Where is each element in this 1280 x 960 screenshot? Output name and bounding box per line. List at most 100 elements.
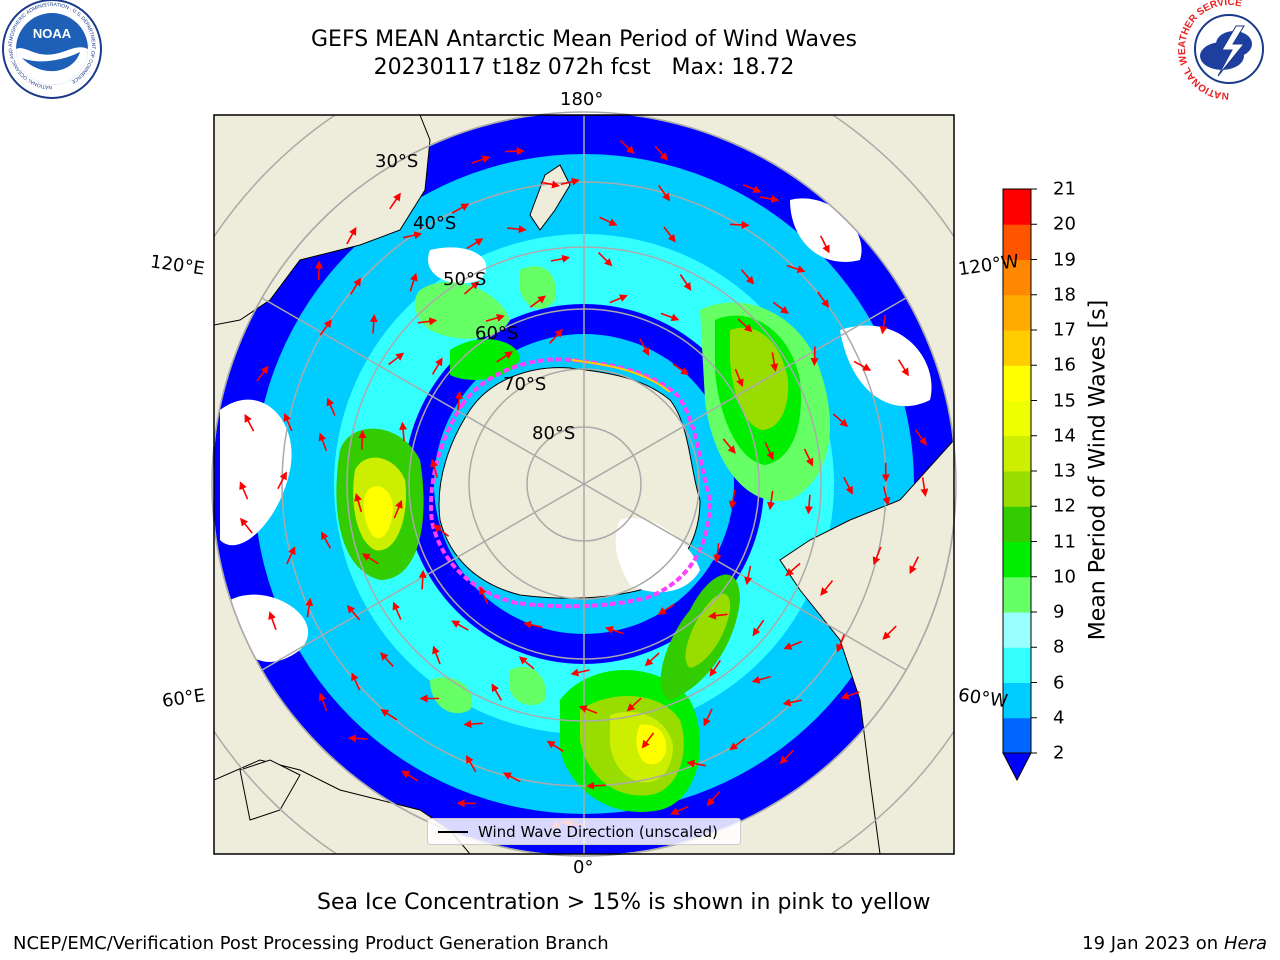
wave-direction-arrow (644, 652, 660, 667)
wave-direction-arrow (346, 604, 361, 621)
wave-direction-arrow (786, 264, 806, 273)
wave-direction-arrow (619, 140, 635, 154)
wave-direction-arrow (703, 708, 713, 727)
wave-direction-arrow (843, 476, 853, 495)
wave-direction-arrow (286, 546, 296, 565)
wave-direction-arrow (361, 553, 379, 565)
colorbar-tick-label: 17 (1053, 319, 1076, 341)
wave-direction-arrow (491, 683, 502, 701)
colorbar-tick-label: 21 (1053, 178, 1076, 200)
new-zealand (529, 164, 571, 231)
map-frame-border (213, 114, 955, 855)
wave-direction-arrow (770, 352, 779, 372)
legend-label: Wind Wave Direction (unscaled) (478, 823, 718, 841)
colorbar-segment (1003, 365, 1031, 401)
madagascar (239, 759, 301, 821)
wave-direction-arrow (277, 471, 287, 490)
wave-direction-arrow (722, 438, 736, 454)
wave-direction-arrow (455, 390, 464, 411)
wave-direction-arrow (836, 634, 846, 653)
wave-direction-arrow (433, 524, 450, 537)
wave-direction-arrow (485, 314, 505, 322)
wave-direction-arrow (832, 413, 849, 427)
colorbar-segment (1003, 435, 1031, 472)
wave-direction-arrow (920, 477, 929, 497)
lon-label-180: 180° (560, 89, 604, 110)
wave-direction-arrow (597, 252, 613, 267)
lat-label-50s: 50°S (443, 269, 487, 290)
colorbar-tick-label: 12 (1053, 495, 1076, 517)
wave-direction-arrow (670, 805, 689, 815)
wave-direction-arrow (268, 611, 277, 630)
map-legend: Wind Wave Direction (unscaled) (427, 818, 741, 845)
wave-direction-arrow (840, 691, 860, 700)
wave-direction-arrow (529, 295, 546, 308)
wave-direction-arrow (729, 737, 746, 751)
colorbar-segment (1003, 541, 1031, 578)
colorbar-title: Mean Period of Wind Waves [s] (1085, 299, 1111, 641)
wave-direction-arrow (660, 312, 680, 322)
wave-direction-arrow (305, 597, 314, 618)
wave-direction-arrow (737, 318, 753, 333)
wave-direction-arrow (734, 368, 744, 388)
wave-direction-arrow (810, 346, 819, 367)
wave-direction-arrow (882, 486, 891, 506)
wave-direction-arrow (817, 291, 830, 308)
wave-direction-arrow (570, 668, 590, 677)
footer-host: Hera (1223, 933, 1267, 954)
wave-direction-arrow (604, 626, 624, 635)
wave-direction-arrow (550, 254, 571, 263)
wave-direction-arrow (401, 770, 419, 782)
wave-direction-arrow (742, 183, 762, 193)
wave-direction-arrow (507, 225, 527, 234)
wave-direction-arrow (767, 490, 775, 511)
noaa-logo-text: NOAA (33, 26, 72, 41)
sea-ice-caption: Sea Ice Concentration > 15% is shown in … (317, 890, 931, 915)
lat-label-60s: 60°S (475, 323, 519, 344)
colorbar-tick-label: 20 (1053, 213, 1076, 235)
wave-direction-arrow (496, 351, 514, 363)
wave-direction-arrow (318, 432, 328, 452)
colorbar-segment (1003, 294, 1031, 331)
wave-direction-arrow (764, 442, 774, 461)
colorbar-segment (1003, 612, 1031, 648)
wave-direction-arrow (432, 645, 441, 665)
wave-direction-arrow (504, 147, 525, 156)
wave-direction-arrow (349, 277, 362, 295)
wave-direction-arrow (759, 195, 780, 203)
wave-direction-arrow (639, 338, 650, 356)
wave-direction-arrow (752, 619, 765, 637)
wave-direction-arrow (772, 301, 789, 314)
colorbar-tick-label: 6 (1053, 672, 1065, 693)
wave-direction-arrow (779, 749, 795, 765)
wave-direction-arrow (451, 620, 469, 631)
colorbar-segment (1003, 647, 1031, 683)
wave-direction-arrow (578, 705, 598, 714)
wave-direction-arrow (914, 429, 927, 446)
wave-direction-arrow (417, 317, 438, 326)
wave-direction-arrow (804, 494, 813, 515)
wave-direction-arrow (609, 294, 628, 304)
colorbar-tick-label: 16 (1053, 354, 1076, 376)
wave-direction-arrow (819, 235, 830, 254)
wave-direction-arrow (658, 184, 671, 202)
wave-direction-arrow (657, 603, 675, 615)
footer-branch: NCEP/EMC/Verification Post Processing Pr… (13, 933, 609, 954)
wave-direction-arrow (729, 220, 750, 229)
sea-ice-edge (429, 357, 713, 609)
lat-label-70s: 70°S (503, 374, 547, 395)
wave-direction-arrow (820, 580, 834, 596)
graticule (214, 115, 954, 854)
wave-direction-arrow (708, 611, 728, 620)
wave-direction-arrow (672, 363, 690, 376)
wave-direction-arrow (463, 720, 483, 729)
wave-direction-arrow (244, 413, 255, 432)
legend-line-swatch (438, 831, 468, 833)
wave-direction-arrow (369, 314, 378, 334)
colorbar-segment (1003, 330, 1031, 366)
colorbar-tick-label: 19 (1053, 249, 1076, 270)
wave-direction-arrow (654, 145, 668, 161)
footer-date: 19 Jan 2023 on Hera (1082, 933, 1267, 954)
colorbar-tick-label: 11 (1053, 531, 1076, 552)
